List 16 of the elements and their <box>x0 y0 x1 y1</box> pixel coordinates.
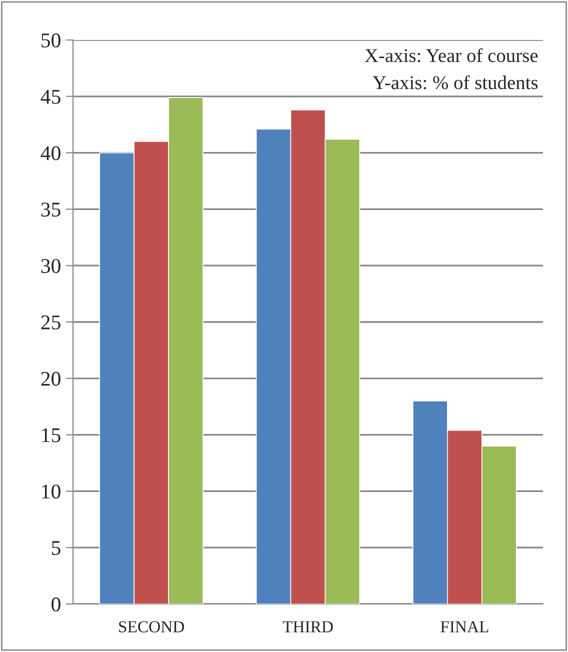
y-tick-label: 30 <box>41 258 60 274</box>
y-tick-label: 5 <box>52 541 60 556</box>
y-tick-label: 0 <box>52 597 60 612</box>
y-tick-label: 40 <box>40 146 60 160</box>
y-tick-label: 10 <box>42 484 60 499</box>
y-tick-label: 50 <box>42 33 60 48</box>
y-tick-label: 25 <box>41 315 60 330</box>
annotation: X-axis: Year of course <box>364 48 538 62</box>
x-tick-label: THIRD <box>282 621 333 632</box>
x-tick-label: SECOND <box>119 621 184 632</box>
y-tick-label: 45 <box>40 90 60 104</box>
y-tick-label: 35 <box>41 202 60 217</box>
y-tick-label: 15 <box>42 428 60 442</box>
y-tick-label: 20 <box>41 372 60 386</box>
x-tick-label: FINAL <box>440 621 488 632</box>
annotation: Y-axis: % of students <box>372 75 538 90</box>
